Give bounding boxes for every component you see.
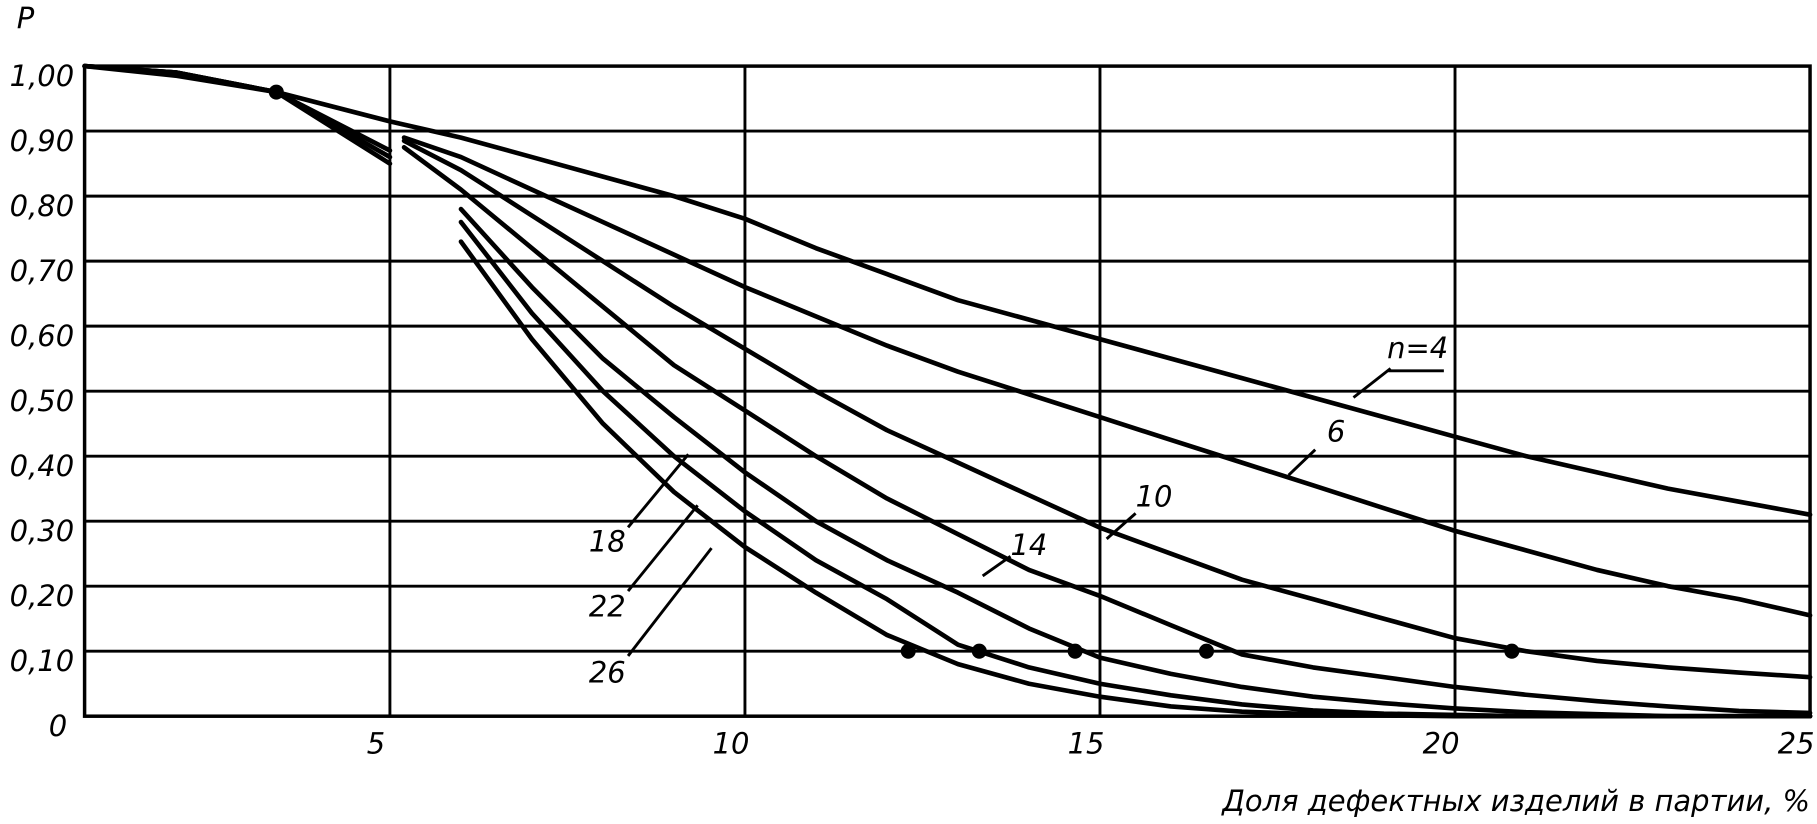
- y-tick-label: 0,70: [10, 254, 75, 288]
- x-tick-label: 10: [713, 726, 750, 760]
- y-tick-label: 0,80: [10, 189, 75, 223]
- leader-line: [626, 504, 699, 592]
- marker-point: [1504, 643, 1520, 659]
- curve: [82, 63, 1813, 719]
- leader-line: [1287, 448, 1317, 477]
- x-tick-label: 25: [1778, 726, 1815, 760]
- y-tick-label: 1,00: [10, 59, 75, 93]
- leader-line: [981, 555, 1012, 578]
- curve: [401, 135, 1813, 618]
- y-tick-label: 0,50: [10, 384, 75, 418]
- curve-label: 10: [1136, 479, 1173, 513]
- y-tick-label: 0: [49, 709, 67, 743]
- marker-point: [971, 643, 987, 659]
- x-axis-title: Доля дефектных изделий в партии, %: [1220, 784, 1810, 818]
- y-tick-label: 0,60: [10, 319, 75, 353]
- marker-point: [1067, 643, 1083, 659]
- marker-point: [1198, 643, 1215, 659]
- leader-line: [1105, 512, 1137, 540]
- y-tick-label: 0,20: [10, 579, 75, 613]
- y-tick-label: 0,10: [10, 644, 75, 678]
- x-tick-label: 20: [1423, 726, 1460, 760]
- x-tick-label: 15: [1068, 726, 1105, 760]
- curve-label: 18: [589, 525, 626, 559]
- leader-line: [626, 453, 690, 529]
- leader-line: [626, 547, 713, 657]
- curve-label: 22: [589, 590, 626, 624]
- curve-label: 6: [1327, 415, 1345, 449]
- marker-point: [900, 643, 916, 659]
- curve-label: n=4: [1387, 331, 1448, 365]
- curve-label: 14: [1010, 528, 1047, 562]
- curve: [401, 138, 1813, 680]
- curve-label: 26: [589, 656, 626, 690]
- curve: [82, 63, 1813, 517]
- y-axis-title: P: [17, 1, 35, 35]
- y-tick-label: 0,90: [10, 124, 75, 158]
- marker-point: [268, 84, 284, 100]
- y-tick-label: 0,40: [10, 449, 75, 483]
- curve: [401, 145, 1813, 716]
- x-tick-label: 5: [367, 726, 385, 760]
- y-tick-label: 0,30: [10, 514, 75, 548]
- leader-line: [1352, 367, 1392, 399]
